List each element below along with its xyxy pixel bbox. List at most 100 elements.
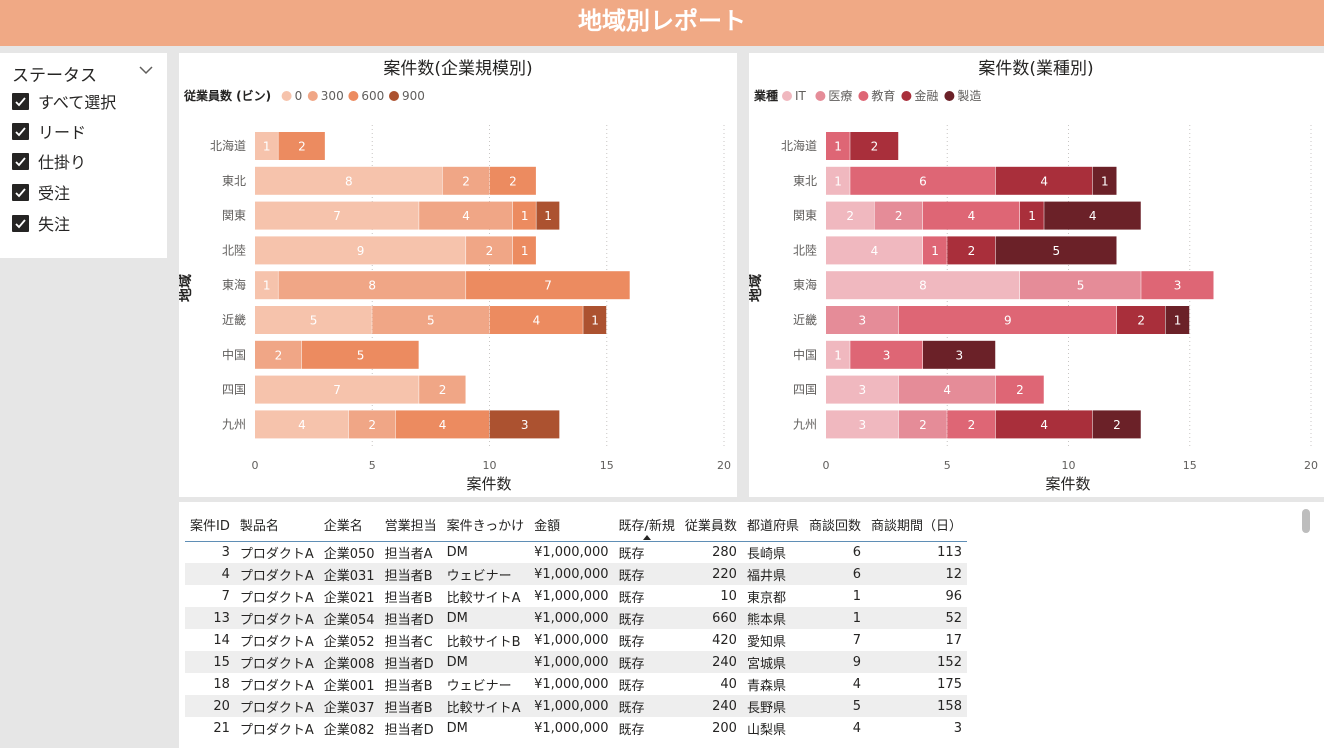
legend-entry[interactable]: 金融 [914, 88, 938, 103]
column-header[interactable]: 企業名 [318, 508, 380, 542]
bar-segment[interactable] [255, 201, 419, 230]
checkbox-checked-icon[interactable] [12, 214, 29, 232]
bar-segment[interactable] [850, 166, 996, 195]
legend-entry[interactable]: 医療 [828, 89, 852, 103]
slicer-item[interactable]: 失注 [12, 211, 70, 235]
bar-segment[interactable] [1020, 271, 1141, 300]
slicer-item[interactable]: すべて選択 [12, 89, 116, 113]
bar-segment[interactable] [826, 201, 874, 230]
bar-segment[interactable] [1092, 166, 1117, 195]
bar-segment[interactable] [442, 166, 489, 195]
bar-segment[interactable] [255, 375, 419, 404]
bar-segment[interactable] [255, 271, 278, 300]
bar-segment[interactable] [1044, 201, 1141, 230]
bar-segment[interactable] [1092, 410, 1141, 439]
bar-segment[interactable] [1141, 271, 1214, 300]
slicer-item[interactable]: 仕掛り [12, 149, 86, 173]
table-row[interactable]: 21 プロダクトA 企業082 担当者D DM ¥1,000,000 既存 200 山梨県 4 3 [185, 717, 967, 739]
table-scrollbar[interactable] [1302, 509, 1310, 533]
table-row[interactable]: 15 プロダクトA 企業008 担当者D DM ¥1,000,000 既存 240 宮城県 9 15… [185, 651, 967, 673]
bar-segment[interactable] [512, 236, 536, 265]
bar-segment[interactable] [1117, 306, 1165, 334]
bar-segment[interactable] [395, 410, 489, 439]
column-header[interactable]: 商談期間（日） [865, 508, 967, 542]
bar-segment[interactable] [512, 201, 536, 230]
column-header[interactable]: 金額 [529, 508, 614, 542]
bar-segment[interactable] [923, 201, 1020, 230]
bar-segment[interactable] [898, 410, 947, 439]
bar-segment[interactable] [995, 166, 1093, 195]
bar-segment[interactable] [419, 375, 466, 404]
bar-segment[interactable] [826, 340, 850, 369]
bar-segment[interactable] [850, 132, 899, 160]
bar-segment[interactable] [255, 132, 278, 160]
bar-segment[interactable] [923, 236, 947, 265]
bar-segment[interactable] [255, 340, 302, 369]
legend-entry[interactable]: IT [795, 89, 807, 103]
column-header[interactable]: 商談回数 [803, 508, 866, 542]
table-row[interactable]: 4 プロダクトA 企業031 担当者B ウェビナー ¥1,000,000 既存 220 福井県 6… [185, 563, 967, 585]
bar-segment[interactable] [826, 306, 899, 334]
bar-segment[interactable] [995, 375, 1044, 404]
bar-segment[interactable] [995, 410, 1093, 439]
column-header[interactable]: 案件きっかけ [441, 508, 530, 542]
bar-segment[interactable] [489, 410, 560, 439]
table-row[interactable]: 3 プロダクトA 企業050 担当者A DM ¥1,000,000 既存 280 長崎県 6 113 [185, 541, 967, 563]
bar-segment[interactable] [826, 166, 850, 195]
bar-segment[interactable] [995, 236, 1117, 265]
bar-segment[interactable] [826, 132, 850, 160]
column-header[interactable]: 営業担当 [379, 508, 442, 542]
bar-segment[interactable] [826, 375, 899, 404]
table-row[interactable]: 20 プロダクトA 企業037 担当者B 比較サイトA ¥1,000,000 既存 240 長野… [185, 695, 967, 717]
legend-entry[interactable]: 600 [361, 89, 384, 103]
legend-entry[interactable]: 300 [321, 89, 344, 103]
bar-segment[interactable] [826, 271, 1020, 300]
column-header[interactable]: 既存/新規 [613, 508, 680, 542]
bar-segment[interactable] [898, 375, 996, 404]
bar-segment[interactable] [255, 410, 349, 439]
bar-segment[interactable] [850, 340, 923, 369]
legend-entry[interactable]: 0 [295, 89, 303, 103]
column-header[interactable]: 都道府県 [741, 508, 804, 542]
legend-entry[interactable]: 製造 [957, 89, 981, 103]
bar-segment[interactable] [466, 236, 513, 265]
slicer-item[interactable]: 受注 [12, 180, 70, 204]
checkbox-checked-icon[interactable] [12, 122, 29, 140]
bar-segment[interactable] [583, 306, 607, 334]
bar-segment[interactable] [419, 201, 513, 230]
bar-segment[interactable] [466, 271, 630, 300]
legend-entry[interactable]: 900 [402, 89, 425, 103]
table-row[interactable]: 14 プロダクトA 企業052 担当者C 比較サイトB ¥1,000,000 既存 420 愛知… [185, 629, 967, 651]
legend-entry[interactable]: 教育 [871, 88, 895, 103]
bar-segment[interactable] [372, 306, 489, 334]
bar-segment[interactable] [947, 410, 996, 439]
checkbox-checked-icon[interactable] [12, 92, 29, 110]
bar-segment[interactable] [278, 271, 466, 300]
bar-segment[interactable] [255, 306, 372, 334]
bar-segment[interactable] [255, 236, 466, 265]
bar-segment[interactable] [348, 410, 396, 439]
bar-segment[interactable] [489, 306, 583, 334]
column-header[interactable]: 従業員数 [679, 508, 742, 542]
checkbox-checked-icon[interactable] [12, 152, 29, 170]
bar-segment[interactable] [874, 201, 923, 230]
bar-segment[interactable] [255, 166, 443, 195]
bar-segment[interactable] [1020, 201, 1044, 230]
table-row[interactable]: 18 プロダクトA 企業001 担当者B ウェビナー ¥1,000,000 既存 40 青森県 4… [185, 673, 967, 695]
table-row[interactable]: 13 プロダクトA 企業054 担当者D DM ¥1,000,000 既存 660 熊本県 1 52 [185, 607, 967, 629]
bar-segment[interactable] [301, 340, 419, 369]
bar-segment[interactable] [536, 201, 560, 230]
bar-segment[interactable] [826, 410, 899, 439]
bar-segment[interactable] [923, 340, 996, 369]
bar-segment[interactable] [947, 236, 996, 265]
table-row[interactable]: 7 プロダクトA 企業021 担当者B 比較サイトA ¥1,000,000 既存 10 東京都 1… [185, 585, 967, 607]
checkbox-checked-icon[interactable] [12, 183, 29, 201]
bar-segment[interactable] [826, 236, 923, 265]
slicer-item[interactable]: リード [12, 119, 86, 143]
chevron-down-icon[interactable] [139, 65, 153, 75]
bar-segment[interactable] [278, 132, 325, 160]
bar-segment[interactable] [898, 306, 1117, 334]
bar-segment[interactable] [1165, 306, 1190, 334]
column-header[interactable]: 案件ID [185, 508, 235, 542]
column-header[interactable]: 製品名 [234, 508, 319, 542]
